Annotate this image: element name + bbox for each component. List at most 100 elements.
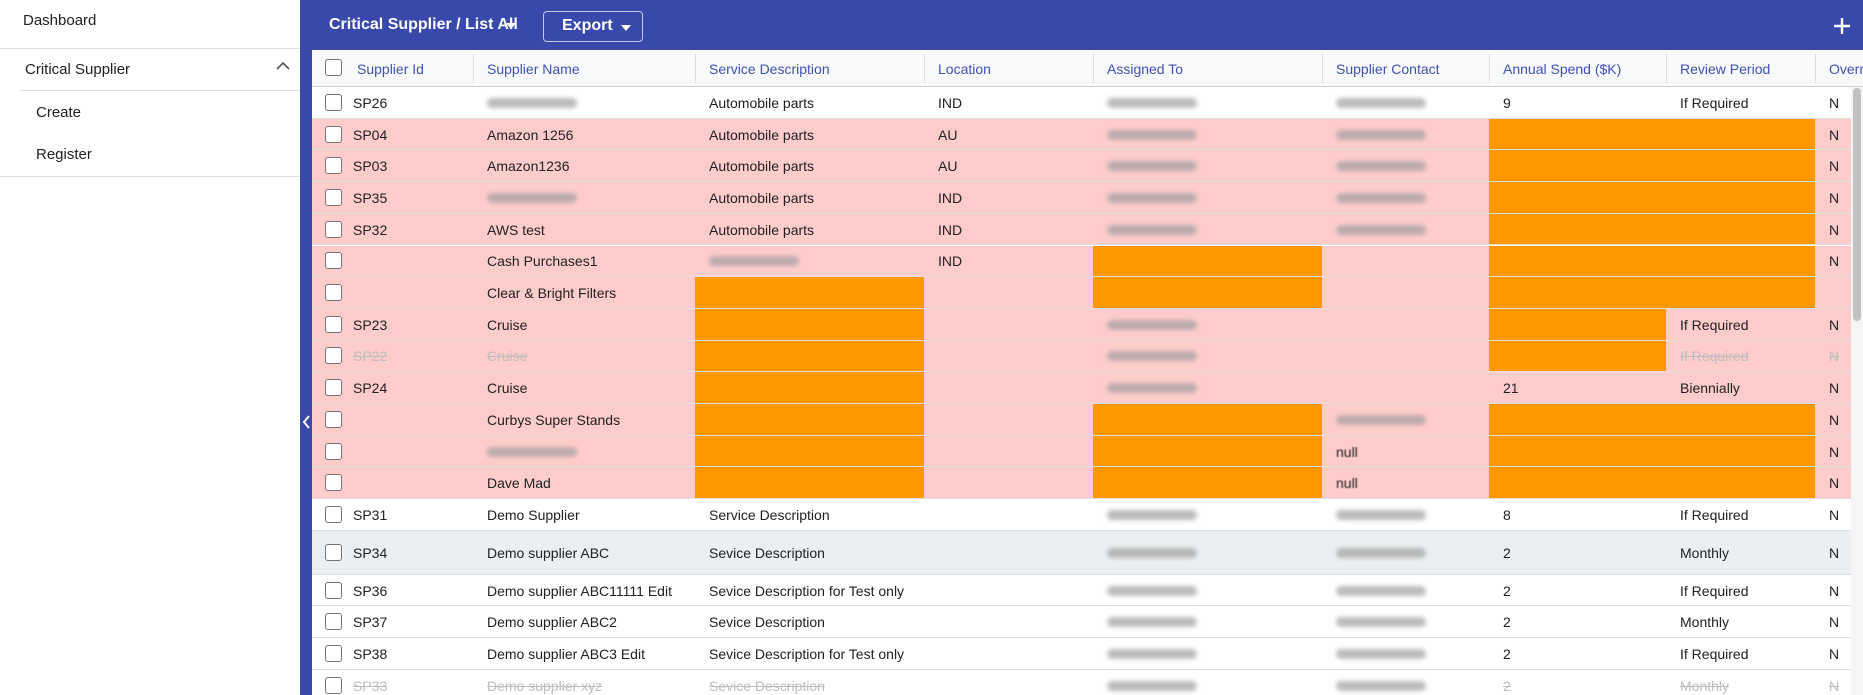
- table-cell: 2: [1503, 646, 1511, 663]
- table-cell: N: [1829, 158, 1840, 175]
- table-row[interactable]: SP36 Demo supplier ABC11111 Edit Sevice De…: [312, 574, 1863, 607]
- checkbox[interactable]: [325, 220, 342, 238]
- dropdown-caret[interactable]: [505, 22, 517, 30]
- table-row[interactable]: SP26 Automobile parts IND 9 If Required N: [312, 87, 1863, 119]
- column-header[interactable]: Location: [938, 61, 991, 77]
- column-header[interactable]: Service Description: [709, 61, 830, 77]
- table-cell: SP31: [353, 506, 388, 523]
- table-cell: N: [1829, 614, 1840, 631]
- column-header[interactable]: Overr: [1829, 61, 1863, 77]
- checkbox[interactable]: [325, 59, 342, 76]
- chevron-up-icon[interactable]: [276, 61, 290, 71]
- checkbox[interactable]: [325, 188, 342, 206]
- highlight-cell: [1489, 245, 1666, 277]
- table-row[interactable]: SP35 Automobile parts IND N: [312, 182, 1863, 214]
- column-divider: [1322, 54, 1323, 83]
- table-row[interactable]: SP04 Amazon 1256 Automobile parts AU N: [312, 118, 1863, 151]
- table-cell: SP35: [353, 189, 388, 206]
- redacted-text: [487, 97, 577, 108]
- nav-subitem[interactable]: Create: [36, 104, 82, 121]
- table-cell: SP38: [353, 646, 388, 663]
- table-cell: Automobile parts: [709, 126, 815, 143]
- table-row[interactable]: SP22 Cruise If Required N: [312, 340, 1863, 373]
- nav-item[interactable]: Dashboard: [23, 12, 97, 29]
- highlight-cell: [695, 372, 924, 403]
- divider: [20, 90, 300, 91]
- redacted-text: [1336, 414, 1426, 425]
- table-cell: N: [1829, 646, 1840, 663]
- collapse-arrow[interactable]: [301, 414, 311, 430]
- table-row[interactable]: SP32 AWS test Automobile parts IND N: [312, 213, 1863, 246]
- toolbar-title[interactable]: Critical Supplier / List All: [329, 16, 518, 33]
- table-cell: Demo supplier ABC3 Edit: [487, 646, 645, 663]
- table-cell: SP24: [353, 380, 388, 397]
- table-row[interactable]: SP23 Cruise If Required N: [312, 308, 1863, 341]
- checkbox[interactable]: [325, 157, 342, 175]
- scrollbar-thumb[interactable]: [1853, 88, 1861, 321]
- column-header[interactable]: Annual Spend ($K): [1503, 61, 1622, 77]
- table-row[interactable]: Cash Purchases1 IND N: [312, 245, 1863, 278]
- table-row[interactable]: Clear & Bright Filters: [312, 277, 1863, 309]
- table-row[interactable]: SP03 Amazon1236 Automobile parts AU N: [312, 150, 1863, 183]
- checkbox[interactable]: [325, 93, 342, 111]
- highlight-cell: [695, 467, 924, 499]
- table-cell: SP23: [353, 316, 388, 333]
- checkbox[interactable]: [325, 676, 342, 694]
- redacted-text: [1107, 680, 1197, 691]
- checkbox[interactable]: [325, 410, 342, 428]
- table-cell: 21: [1503, 380, 1519, 397]
- table-cell: SP26: [353, 94, 388, 111]
- checkbox[interactable]: [325, 581, 342, 599]
- column-header[interactable]: Supplier Name: [487, 61, 580, 77]
- table-row[interactable]: null N: [312, 435, 1863, 468]
- table-row[interactable]: SP24 Cruise 21 Biennially N: [312, 372, 1863, 404]
- nav-group[interactable]: Critical Supplier: [25, 61, 131, 78]
- table-cell: 2: [1503, 614, 1511, 631]
- table-cell: N: [1829, 253, 1840, 270]
- table-cell: Sevice Description for Test only: [709, 582, 905, 599]
- table-row[interactable]: SP37 Demo supplier ABC2 Sevice Description…: [312, 606, 1863, 639]
- highlight-cell: [1666, 277, 1815, 308]
- checkbox[interactable]: [325, 252, 342, 270]
- checkbox[interactable]: [325, 442, 342, 460]
- checkbox[interactable]: [325, 284, 342, 302]
- checkbox[interactable]: [325, 613, 342, 631]
- column-header[interactable]: Review Period: [1680, 61, 1771, 77]
- checkbox[interactable]: [325, 347, 342, 365]
- table-cell: Demo supplier xyz: [487, 677, 603, 694]
- add-icon[interactable]: [1833, 17, 1851, 35]
- table-cell: Cruise: [487, 348, 528, 365]
- table-row[interactable]: Dave Mad null N: [312, 467, 1863, 500]
- table-cell: Demo supplier ABC: [487, 544, 610, 561]
- checkbox[interactable]: [325, 379, 342, 397]
- table-cell: Cash Purchases1: [487, 253, 598, 270]
- checkbox[interactable]: [325, 645, 342, 663]
- checkbox[interactable]: [325, 474, 342, 492]
- redacted-text: [1336, 585, 1426, 596]
- table-cell: SP04: [353, 126, 388, 143]
- highlight-cell: [695, 308, 924, 340]
- export-button[interactable]: Export: [543, 11, 643, 42]
- checkbox[interactable]: [325, 315, 342, 333]
- redacted-text: [1107, 547, 1197, 558]
- checkbox[interactable]: [325, 505, 342, 523]
- redacted-text: [1107, 97, 1197, 108]
- table-row[interactable]: SP31 Demo Supplier Service Description 8 If …: [312, 499, 1863, 531]
- table-cell: N: [1829, 411, 1840, 428]
- column-header[interactable]: Supplier Id: [357, 61, 424, 77]
- column-header[interactable]: Assigned To: [1107, 61, 1184, 77]
- table-row[interactable]: SP34 Demo supplier ABC Sevice Description 2…: [312, 530, 1863, 575]
- checkbox[interactable]: [325, 125, 342, 143]
- nav-subitem[interactable]: Register: [36, 146, 92, 163]
- checkbox[interactable]: [325, 543, 342, 561]
- redacted-text: [1336, 161, 1426, 172]
- column-header[interactable]: Supplier Contact: [1336, 61, 1440, 77]
- table-row[interactable]: SP33 Demo supplier xyz Sevice Description 2…: [312, 669, 1863, 695]
- table-row[interactable]: SP38 Demo supplier ABC3 Edit Sevice Descri…: [312, 638, 1863, 670]
- table-cell: Cruise: [487, 316, 528, 333]
- table-cell: null: [1336, 475, 1358, 492]
- table-cell: If Required: [1680, 348, 1749, 365]
- table-row[interactable]: Curbys Super Stands N: [312, 404, 1863, 436]
- redacted-text: [1107, 161, 1197, 172]
- sidebar: Dashboard Critical Supplier Create Regis…: [0, 0, 300, 695]
